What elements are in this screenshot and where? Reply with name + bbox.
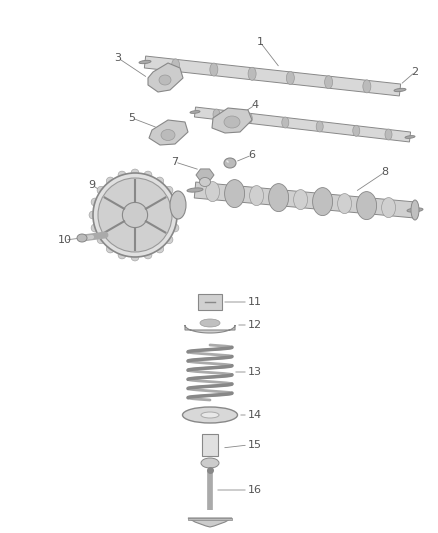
Ellipse shape — [224, 158, 236, 168]
Ellipse shape — [357, 191, 377, 220]
Text: 4: 4 — [251, 100, 258, 110]
Circle shape — [144, 171, 152, 179]
Polygon shape — [212, 108, 252, 133]
Ellipse shape — [201, 412, 219, 418]
Text: 6: 6 — [248, 150, 255, 160]
Ellipse shape — [205, 182, 219, 201]
Ellipse shape — [363, 80, 371, 93]
Ellipse shape — [268, 183, 289, 212]
Circle shape — [118, 251, 126, 259]
Circle shape — [131, 253, 139, 261]
Circle shape — [122, 203, 148, 228]
Ellipse shape — [250, 185, 264, 206]
Polygon shape — [194, 107, 410, 142]
Ellipse shape — [405, 135, 415, 139]
Text: 10: 10 — [58, 235, 72, 245]
Ellipse shape — [385, 129, 392, 140]
Ellipse shape — [213, 109, 220, 120]
Ellipse shape — [199, 177, 211, 187]
Circle shape — [165, 187, 173, 195]
Circle shape — [165, 236, 173, 244]
Circle shape — [155, 177, 164, 185]
Text: 5: 5 — [128, 113, 135, 123]
Ellipse shape — [325, 76, 332, 88]
Ellipse shape — [170, 191, 186, 219]
Ellipse shape — [200, 319, 220, 327]
Text: 12: 12 — [248, 320, 262, 330]
Circle shape — [171, 224, 179, 232]
Text: 3: 3 — [114, 53, 121, 63]
Ellipse shape — [190, 111, 200, 114]
FancyBboxPatch shape — [202, 434, 218, 456]
Text: 15: 15 — [248, 440, 262, 450]
Circle shape — [97, 236, 105, 244]
Ellipse shape — [77, 234, 87, 242]
Polygon shape — [188, 518, 232, 520]
Ellipse shape — [183, 407, 237, 423]
Circle shape — [106, 245, 114, 253]
Circle shape — [98, 178, 172, 252]
Polygon shape — [196, 169, 214, 181]
Circle shape — [91, 198, 99, 206]
Polygon shape — [148, 63, 183, 92]
Ellipse shape — [293, 190, 307, 209]
Text: 2: 2 — [411, 67, 419, 77]
Circle shape — [155, 245, 164, 253]
Circle shape — [97, 187, 105, 195]
Ellipse shape — [411, 200, 419, 220]
Text: 16: 16 — [248, 485, 262, 495]
Polygon shape — [145, 56, 401, 96]
FancyBboxPatch shape — [198, 294, 222, 310]
Ellipse shape — [201, 458, 219, 468]
Ellipse shape — [316, 121, 323, 132]
Ellipse shape — [161, 130, 175, 141]
Ellipse shape — [338, 193, 352, 214]
Ellipse shape — [187, 188, 203, 192]
Polygon shape — [185, 325, 235, 333]
Ellipse shape — [286, 71, 294, 84]
Circle shape — [91, 224, 99, 232]
Circle shape — [171, 198, 179, 206]
Circle shape — [131, 169, 139, 177]
Polygon shape — [188, 518, 232, 527]
Ellipse shape — [353, 125, 360, 136]
Ellipse shape — [313, 188, 332, 216]
Polygon shape — [194, 182, 416, 218]
Ellipse shape — [381, 198, 396, 217]
Ellipse shape — [210, 63, 218, 76]
Ellipse shape — [394, 88, 406, 92]
Ellipse shape — [224, 116, 240, 128]
Ellipse shape — [248, 67, 256, 80]
Ellipse shape — [172, 59, 180, 72]
Circle shape — [106, 177, 114, 185]
Text: 13: 13 — [248, 367, 262, 377]
Circle shape — [173, 211, 181, 219]
Circle shape — [144, 251, 152, 259]
Text: 11: 11 — [248, 297, 262, 307]
Circle shape — [118, 171, 126, 179]
Ellipse shape — [225, 180, 244, 207]
Text: 14: 14 — [248, 410, 262, 420]
Ellipse shape — [159, 75, 171, 85]
Ellipse shape — [245, 113, 252, 124]
Text: 9: 9 — [88, 180, 95, 190]
Ellipse shape — [282, 117, 289, 128]
Circle shape — [89, 211, 97, 219]
Ellipse shape — [407, 208, 423, 212]
Polygon shape — [149, 120, 188, 145]
Text: 8: 8 — [381, 167, 389, 177]
Circle shape — [93, 173, 177, 257]
Text: 1: 1 — [257, 37, 264, 47]
Text: 7: 7 — [171, 157, 179, 167]
Ellipse shape — [139, 60, 151, 63]
